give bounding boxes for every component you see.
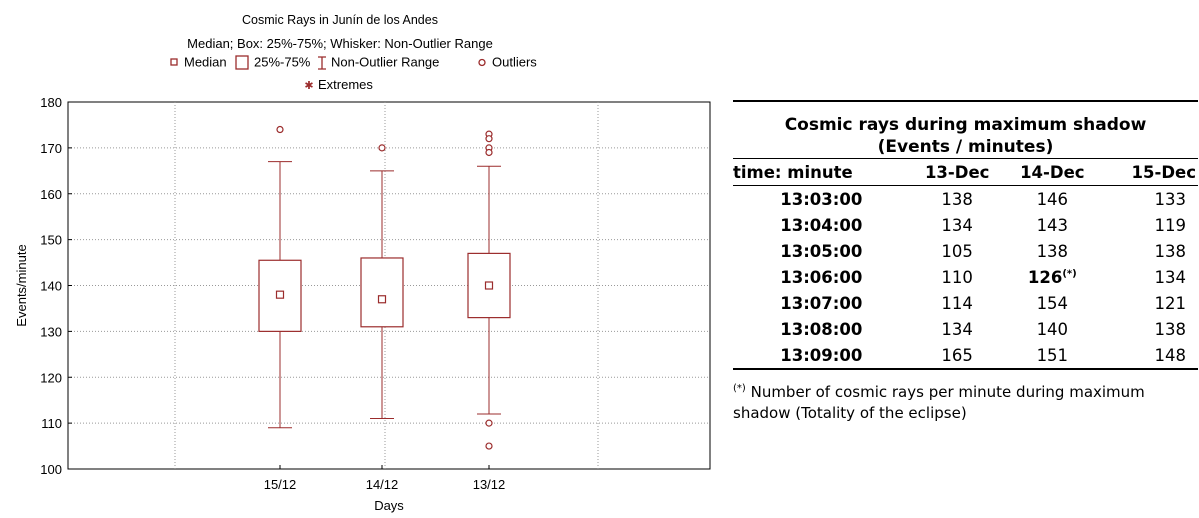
header-15-dec: 15-Dec [1100,159,1198,186]
cell-value: 138 [1100,316,1198,342]
legend-extremes-swatch: ✱ [304,80,313,92]
y-tick-label: 130 [40,324,62,339]
y-tick-label: 160 [40,187,62,202]
footnote-marker: (*) [733,383,746,394]
cell-time: 13:08:00 [733,316,910,342]
x-tick-label: 15/12 [264,477,297,492]
cosmic-rays-table: time: minute 13-Dec 14-Dec 15-Dec 13:03:… [733,158,1198,370]
x-axis-label: Days [374,498,404,513]
outlier-point [486,149,492,155]
y-tick-label: 170 [40,141,62,156]
cell-value: 154 [1005,290,1100,316]
chart-title: Cosmic Rays in Junín de los Andes [242,13,438,27]
header-time: time: minute [733,159,910,186]
table-title-line2: (Events / minutes) [733,136,1198,158]
legend-box-swatch [236,56,248,69]
cell-value: 105 [910,238,1005,264]
header-13-dec: 13-Dec [910,159,1005,186]
table-row: 13:09:00 165 151 148 [733,342,1198,369]
cell-value: 138 [1005,238,1100,264]
table-row: 13:05:00 105 138 138 [733,238,1198,264]
x-tick-label: 13/12 [473,477,506,492]
table-row: 13:06:00 110 126(*) 134 [733,264,1198,290]
table-footnote: (*) Number of cosmic rays per minute dur… [733,378,1198,424]
cell-time: 13:05:00 [733,238,910,264]
table-row: 13:04:00 134 143 119 [733,212,1198,238]
cell-value: 138 [1100,238,1198,264]
outlier-point [486,443,492,449]
legend-extremes-label: Extremes [318,77,373,92]
y-tick-label: 140 [40,279,62,294]
cell-time: 13:09:00 [733,342,910,369]
cell-value: 134 [1100,264,1198,290]
table-title: Cosmic rays during maximum shadow (Event… [733,114,1198,158]
y-tick-label: 120 [40,370,62,385]
cell-value: 110 [910,264,1005,290]
cell-value: 134 [910,316,1005,342]
outlier-point [486,420,492,426]
y-axis-label: Events/minute [14,244,29,326]
cosmic-rays-table-panel: Cosmic rays during maximum shadow (Event… [733,100,1198,424]
legend-outlier-swatch [479,60,485,66]
cell-value: 134 [910,212,1005,238]
y-tick-label: 180 [40,95,62,110]
cell-value: 121 [1100,290,1198,316]
cell-time: 13:07:00 [733,290,910,316]
x-tick-label: 14/12 [366,477,399,492]
cell-value: 114 [910,290,1005,316]
chart-subtitle: Median; Box: 25%-75%; Whisker: Non-Outli… [187,36,493,51]
header-14-dec: 14-Dec [1005,159,1100,186]
box-iqr [468,253,510,317]
cell-value: 138 [910,186,1005,213]
cell-value: 140 [1005,316,1100,342]
table-title-line1: Cosmic rays during maximum shadow [733,114,1198,136]
table-body: 13:03:00 138 146 133 13:04:00 134 143 119 13:05:… [733,186,1198,370]
cell-value: 148 [1100,342,1198,369]
legend-whisker-label: Non-Outlier Range [331,55,439,70]
cell-value: 165 [910,342,1005,369]
outlier-point [277,127,283,133]
cell-value: 151 [1005,342,1100,369]
cell-value: 126(*) [1005,264,1100,290]
legend-whisker-swatch [318,57,326,69]
legend-box-label: 25%-75% [254,55,311,70]
table-row: 13:07:00 114 154 121 [733,290,1198,316]
cell-value: 133 [1100,186,1198,213]
legend-outliers-label: Outliers [492,55,537,70]
table-row: 13:08:00 134 140 138 [733,316,1198,342]
y-tick-label: 110 [41,416,62,431]
outlier-point [379,145,385,151]
cell-value: 119 [1100,212,1198,238]
table-row: 13:03:00 138 146 133 [733,186,1198,213]
footnote-text: Number of cosmic rays per minute during … [733,383,1145,422]
cell-value: 143 [1005,212,1100,238]
box-iqr [361,258,403,327]
y-tick-label: 100 [40,462,62,477]
cell-time: 13:04:00 [733,212,910,238]
legend-median-label: Median [184,55,227,70]
cell-time: 13:03:00 [733,186,910,213]
cell-value: 146 [1005,186,1100,213]
legend-median-swatch [171,59,177,65]
boxplot-chart: Cosmic Rays in Junín de los Andes Median;… [0,0,720,518]
outlier-point [486,136,492,142]
y-tick-label: 150 [40,233,62,248]
cell-marker: (*) [1062,268,1076,279]
box-iqr [259,260,301,331]
cell-time: 13:06:00 [733,264,910,290]
